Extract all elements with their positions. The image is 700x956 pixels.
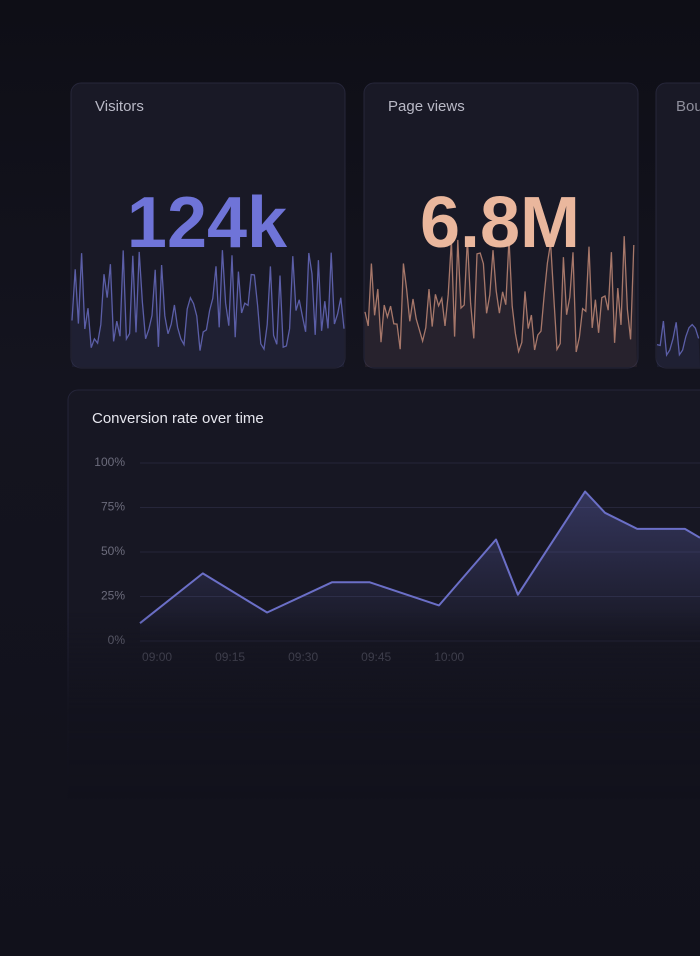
x-tick-label: 09:30 <box>288 650 318 664</box>
sparkline <box>656 320 700 357</box>
y-tick-label: 50% <box>101 544 125 558</box>
line <box>139 490 700 624</box>
x-tick-label: 10:00 <box>434 650 464 664</box>
sparkline-area <box>72 250 344 367</box>
y-tick-label: 25% <box>101 589 125 603</box>
card <box>655 82 700 369</box>
sparkline <box>71 250 345 352</box>
card <box>70 82 346 369</box>
sparkline-area <box>365 236 637 367</box>
y-tick-label: 100% <box>94 455 125 469</box>
chart-panel: Conversion rate over time 0% 25% 50% 75% 100… <box>67 389 700 811</box>
x-tick-label: 09:45 <box>361 650 391 664</box>
area-fill <box>140 491 700 641</box>
sparkline-area <box>657 321 700 367</box>
card-title: Visitors <box>95 98 144 115</box>
y-tick-label: 75% <box>101 500 125 514</box>
x-tick-label: 09:15 <box>215 650 245 664</box>
x-tick-label: 09:00 <box>142 650 172 664</box>
card-value: 124k <box>127 183 288 263</box>
card-title: Bounce rate <box>676 98 700 115</box>
y-tick-label: 0% <box>108 633 126 647</box>
card-title: Page views <box>388 98 465 115</box>
card-value: 6.8M <box>420 183 580 263</box>
chart-title: Conversion rate over time <box>92 410 264 427</box>
sparkline <box>364 236 635 355</box>
